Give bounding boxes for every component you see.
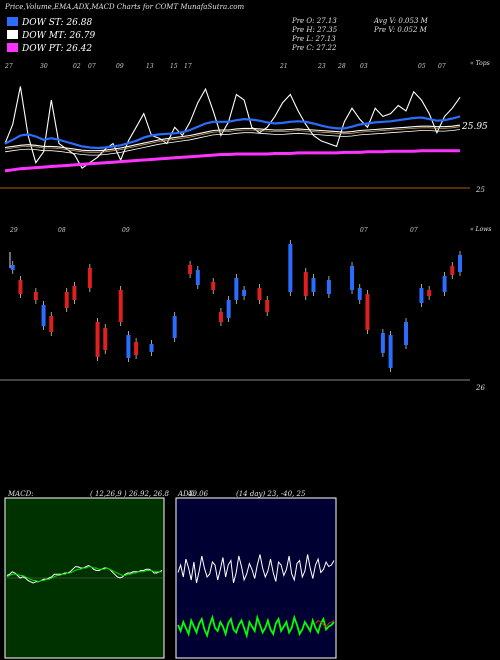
top-tick-label: 21 xyxy=(279,63,288,70)
candle-body xyxy=(226,300,231,318)
macd-params: ( 12,26,9 ) 26.92, 26.8 xyxy=(90,490,169,498)
tops-label: « Tops xyxy=(470,60,490,67)
series-line-close xyxy=(4,86,461,170)
adx-line-di_minus xyxy=(177,614,335,639)
candle-body xyxy=(419,288,424,303)
candle-body xyxy=(303,272,308,296)
ema-mid-line-outer xyxy=(4,129,461,156)
low-tick-label: 07 xyxy=(360,227,368,234)
candle-body xyxy=(72,286,77,300)
candle-body xyxy=(357,288,362,300)
candle-body xyxy=(218,312,223,322)
candle-body xyxy=(388,335,393,368)
top-tick-label: 15 xyxy=(170,63,178,70)
low-tick-label: 08 xyxy=(58,227,66,234)
low-tick-label: 29 xyxy=(9,227,18,234)
adx-params: (14 day) 23, -40, 25 xyxy=(236,490,306,498)
candle-body xyxy=(33,292,38,300)
candle-body xyxy=(326,280,331,294)
price-ref-label: 25 xyxy=(476,186,485,194)
legend-dow-st: DOW ST: 26.88 xyxy=(7,17,92,28)
series-line-ema_mid xyxy=(4,124,461,152)
candle-body xyxy=(365,294,370,330)
candle-body xyxy=(18,280,23,294)
adx-line-di_plus xyxy=(177,554,335,584)
legend-swatch-mt xyxy=(7,30,18,39)
page-title: Price,Volume,EMA,ADX,MACD Charts for COM… xyxy=(5,3,245,11)
candle-body xyxy=(380,333,385,353)
legend-swatch-st xyxy=(7,17,18,26)
candle-body xyxy=(427,290,432,296)
adx-label: ADX: xyxy=(178,490,197,498)
candle-body xyxy=(234,278,239,300)
candle-body xyxy=(41,305,46,326)
lows-label: « Lows xyxy=(470,226,492,233)
candle-body xyxy=(10,265,15,270)
top-tick-label: 28 xyxy=(337,63,346,70)
candle-body xyxy=(188,265,193,274)
top-tick-label: 07 xyxy=(88,63,96,70)
top-tick-label: 17 xyxy=(184,63,192,70)
macd-label: MACD: xyxy=(8,490,34,498)
candle-body xyxy=(87,268,92,288)
candle-body xyxy=(265,300,270,312)
legend-dow-pt: DOW PT: 26.42 xyxy=(7,43,92,54)
top-tick-label: 07 xyxy=(438,63,446,70)
ohlc-high: Pre H: 27.35 xyxy=(292,26,338,34)
pre-volume: Pre V: 0.052 M xyxy=(374,26,427,34)
candle-ref-label: 26 xyxy=(476,384,485,392)
candle-body xyxy=(350,266,355,290)
top-tick-label: 27 xyxy=(4,63,13,70)
top-tick-label: 30 xyxy=(40,63,48,70)
top-tick-label: 05 xyxy=(418,63,426,70)
ohlc-open: Pre O: 27.13 xyxy=(292,17,337,25)
candle-body xyxy=(311,278,316,292)
legend-dow-mt: DOW MT: 26.79 xyxy=(7,30,95,41)
candle-body xyxy=(458,255,462,272)
adx-line-adx xyxy=(315,619,335,628)
candle-body xyxy=(118,290,123,322)
candle-body xyxy=(103,328,108,350)
candle-body xyxy=(195,270,200,285)
series-line-ema_fast xyxy=(4,115,461,150)
macd-line-macd xyxy=(6,564,163,584)
candle-body xyxy=(126,335,131,358)
candle-body xyxy=(134,342,139,355)
macd-line-signal xyxy=(6,566,162,583)
candle-body xyxy=(404,322,409,345)
candle-body xyxy=(172,316,177,338)
candle-body xyxy=(211,282,216,290)
avg-volume: Avg V: 0.053 M xyxy=(374,17,428,25)
candle-body xyxy=(64,292,69,308)
adx-value: 40.06 xyxy=(188,490,209,498)
candle-body xyxy=(257,288,262,300)
top-tick-label: 13 xyxy=(146,63,154,70)
candle-body xyxy=(95,322,100,357)
candle-body xyxy=(49,316,54,332)
adx-panel xyxy=(175,497,337,659)
candle-body xyxy=(450,266,455,275)
ohlc-low: Pre L: 27.13 xyxy=(292,35,336,43)
candle-body xyxy=(442,276,447,292)
low-tick-label: 07 xyxy=(410,227,418,234)
ema-mid-line-inner xyxy=(4,126,461,153)
top-tick-label: 09 xyxy=(116,63,124,70)
candle-body xyxy=(242,290,247,296)
low-tick-label: 09 xyxy=(122,227,130,234)
candle-body xyxy=(288,244,293,292)
top-tick-label: 02 xyxy=(73,63,81,70)
last-price-label: 25.95 xyxy=(462,122,488,132)
top-tick-label: 03 xyxy=(360,63,368,70)
legend-swatch-pt xyxy=(7,43,18,52)
candle-body xyxy=(149,344,154,352)
series-line-ema_slow xyxy=(4,149,460,173)
top-tick-label: 23 xyxy=(317,63,326,70)
ohlc-close: Pre C: 27.22 xyxy=(292,44,337,52)
